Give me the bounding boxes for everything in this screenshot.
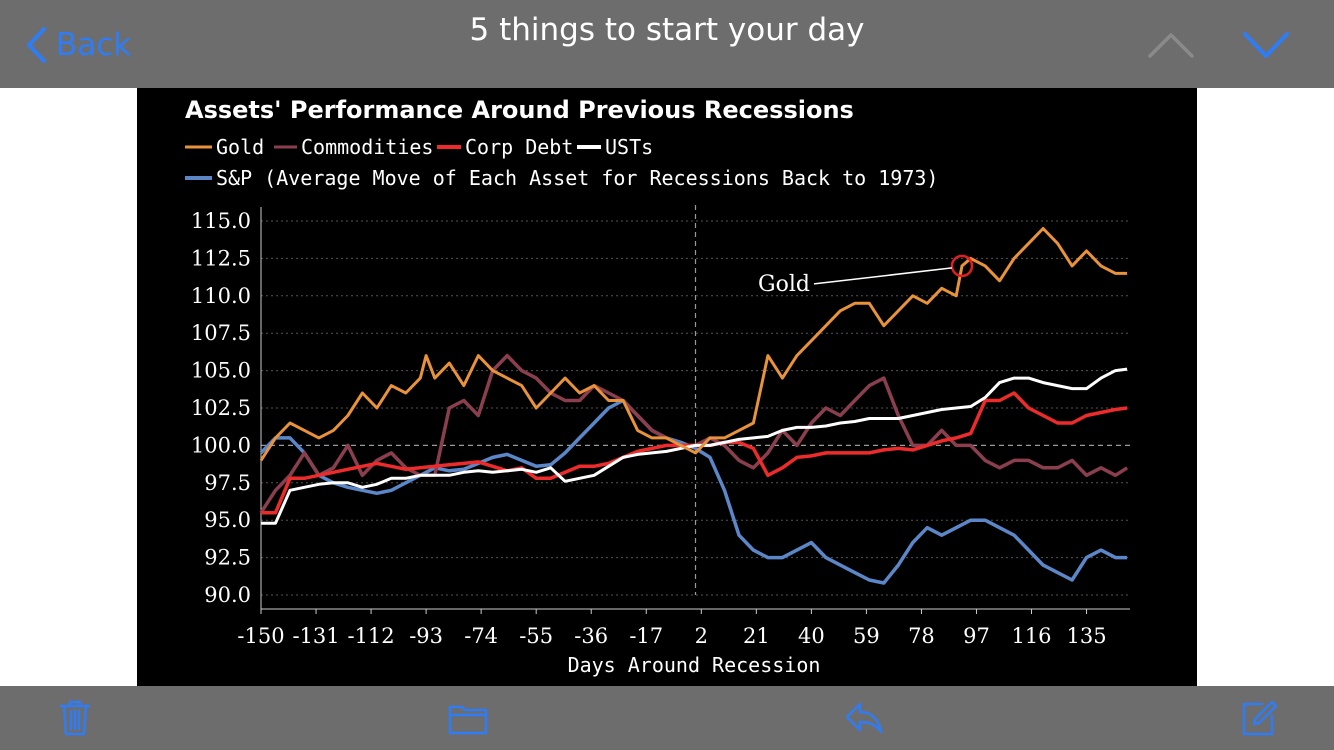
chart-axes	[260, 207, 1130, 610]
chevron-down-icon[interactable]	[1240, 26, 1292, 62]
y-tick-label: 110.0	[191, 284, 251, 308]
y-tick-label: 107.5	[191, 321, 251, 345]
x-tick-label: -74	[464, 624, 498, 648]
message-title: 5 things to start your day	[469, 12, 865, 48]
x-tick-label: 21	[743, 624, 770, 648]
x-tick-label: -150	[237, 624, 284, 648]
series-line-usts	[261, 367, 1128, 525]
x-tick-label: 116	[1011, 624, 1051, 648]
annotation-leader-line	[813, 267, 953, 285]
x-tick-label: -36	[574, 624, 608, 648]
navigation-bar: Back 5 things to start your day	[0, 0, 1334, 88]
y-tick-label: 102.5	[191, 396, 251, 420]
back-button[interactable]: Back	[24, 22, 131, 68]
x-tick-label: 135	[1067, 624, 1107, 648]
legend-label-sp: S&P (Average Move of Each Asset for Rece…	[216, 166, 938, 190]
chart-legend: Gold Commodities Corp Debt USTs S&P (Ave…	[185, 135, 938, 190]
bottom-toolbar	[0, 686, 1334, 750]
compose-icon[interactable]	[1238, 696, 1282, 740]
y-axis-ticks: 115.0 112.5 110.0 107.5 105.0 102.5 100.0 97.5 9…	[191, 209, 251, 607]
trash-icon[interactable]	[53, 696, 97, 740]
chart-title: Assets' Performance Around Previous Rece…	[185, 96, 854, 124]
y-tick-label: 105.0	[191, 359, 251, 383]
x-tick-label: -17	[629, 624, 663, 648]
y-tick-label: 100.0	[191, 433, 251, 457]
y-tick-label: 115.0	[191, 209, 251, 233]
chart-series	[259, 227, 1129, 585]
y-tick-label: 112.5	[191, 246, 251, 270]
x-tick-label: 40	[798, 624, 825, 648]
legend-label-usts: USTs	[605, 135, 653, 159]
line-chart: Assets' Performance Around Previous Rece…	[185, 96, 1130, 677]
annotation-marker	[950, 254, 974, 278]
chart-annotation: Gold	[758, 254, 974, 297]
x-axis-ticks: -150 -131 -112 -93 -74 -55 -36 -17 2 21 40 59 78 97 11…	[237, 609, 1107, 648]
back-label: Back	[56, 27, 132, 63]
chart-image: Assets' Performance Around Previous Rece…	[137, 88, 1197, 686]
reply-icon[interactable]	[842, 696, 886, 740]
y-tick-label: 92.5	[204, 546, 251, 570]
x-tick-label: -55	[519, 624, 553, 648]
legend-label-corp-debt: Corp Debt	[465, 135, 573, 159]
chevron-up-icon[interactable]	[1146, 28, 1196, 62]
x-tick-label: 2	[695, 624, 708, 648]
x-tick-label: -131	[292, 624, 339, 648]
x-tick-label: 59	[853, 624, 880, 648]
x-tick-label: -93	[409, 624, 443, 648]
series-line-s-p	[259, 398, 1128, 585]
legend-label-commodities: Commodities	[301, 135, 433, 159]
y-tick-label: 97.5	[204, 471, 251, 495]
y-tick-label: 95.0	[204, 508, 251, 532]
series-line-gold	[259, 227, 1128, 462]
folder-icon[interactable]	[446, 696, 490, 740]
x-tick-label: 97	[963, 624, 990, 648]
chevron-left-icon	[27, 27, 46, 63]
y-tick-label: 90.0	[204, 583, 251, 607]
x-tick-label: 78	[908, 624, 935, 648]
annotation-label: Gold	[758, 272, 810, 297]
legend-label-gold: Gold	[216, 135, 264, 159]
x-tick-label: -112	[347, 624, 394, 648]
x-axis-label: Days Around Recession	[568, 653, 821, 677]
